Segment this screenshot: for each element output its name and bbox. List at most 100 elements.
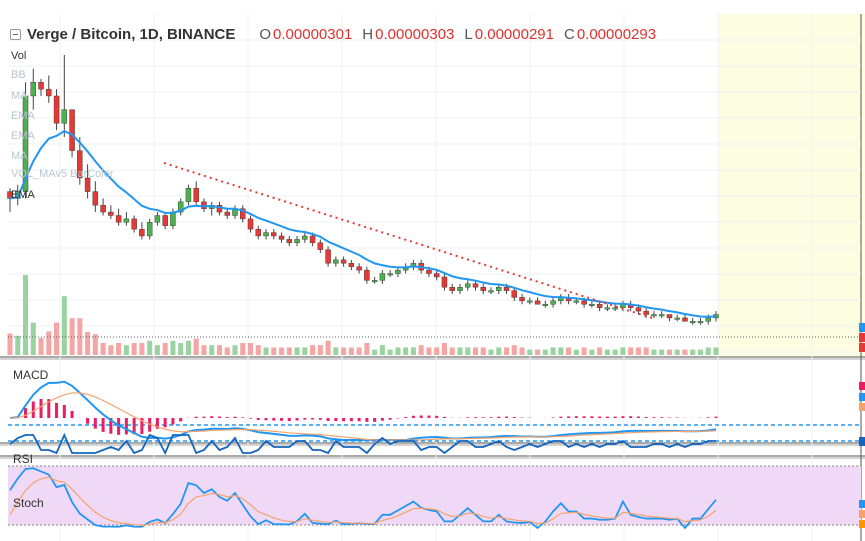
volume-bar (379, 345, 385, 355)
candle-body (635, 307, 642, 312)
stoch-band (8, 466, 861, 525)
volume-bar (341, 347, 347, 355)
volume-bar (550, 347, 556, 355)
indicator-label-ma[interactable]: MA (11, 90, 28, 102)
volume-bar (154, 345, 160, 355)
candle-body (247, 218, 254, 230)
volume-bar (294, 347, 300, 355)
volume-bar (558, 347, 564, 355)
candle-body (465, 283, 471, 288)
candle-body (170, 211, 176, 226)
volume-bar (216, 345, 222, 355)
candle-body (348, 263, 355, 267)
candle-body (302, 235, 308, 240)
candle-body (309, 235, 316, 244)
ema-series (9, 129, 717, 318)
low-value: 0.00000291 (474, 25, 554, 43)
candle-body (643, 310, 649, 315)
rsi-label[interactable]: RSI (13, 452, 34, 466)
volume-bar (193, 338, 199, 355)
candle-body (356, 266, 362, 271)
axis-tag-stoch-1 (859, 500, 865, 508)
volume-bar (15, 335, 21, 355)
grid (8, 14, 861, 541)
indicator-label-vol-mav[interactable]: VOL_MAv5 BarColor (11, 168, 114, 180)
volume-bar (635, 347, 641, 355)
volume-bar (247, 343, 254, 355)
candle-body (53, 95, 60, 124)
volume-bar (511, 345, 517, 355)
candle-body (162, 215, 168, 226)
candle-body (573, 300, 580, 303)
candle-body (46, 88, 52, 97)
candle-body (666, 314, 673, 319)
volume-bar (449, 347, 455, 355)
candle-body (325, 249, 331, 264)
indicator-label-ema-2[interactable]: EMA (11, 130, 35, 142)
ema-line (9, 129, 717, 318)
volume-bar (519, 347, 525, 355)
candle-body (449, 286, 455, 291)
axis-tag-stoch-2 (859, 510, 865, 518)
volume-bar (185, 340, 191, 355)
volume-bar (46, 331, 52, 355)
symbol-title[interactable]: Verge / Bitcoin, 1D, BINANCE (27, 25, 236, 43)
volume-bar (441, 343, 447, 355)
candle-body (426, 269, 432, 274)
collapse-toggle-icon[interactable] (10, 28, 21, 40)
volume-bar (224, 347, 230, 355)
candle-body (7, 191, 13, 199)
candle-body (61, 109, 68, 124)
volume-bar (310, 345, 316, 355)
volume-bar (178, 343, 184, 355)
volume-bar (690, 349, 696, 355)
candle-body (193, 187, 199, 203)
volume-bar (387, 349, 393, 355)
volume-bar (604, 349, 610, 355)
volume-bar (705, 347, 711, 355)
volume-bar (465, 347, 471, 355)
indicator-label-ema-3[interactable]: EMA (11, 189, 35, 201)
candle-body (278, 235, 285, 240)
volume-bar (30, 322, 36, 355)
candle-body (286, 239, 293, 244)
macd-label[interactable]: MACD (13, 368, 49, 382)
volume-bar (170, 340, 176, 355)
indicator-label-ema-1[interactable]: EMA (11, 110, 35, 122)
macd-pane (8, 380, 861, 441)
candle-body (534, 300, 541, 305)
volume-bar (333, 347, 339, 355)
open-value: 0.00000301 (273, 25, 353, 43)
candle-body (457, 286, 463, 291)
macd-line (9, 380, 717, 441)
candle-body (271, 232, 277, 237)
volume-bar (302, 347, 308, 355)
candle-body (527, 300, 533, 303)
candle-body (240, 208, 246, 220)
candle-body (542, 304, 549, 306)
stoch-label[interactable]: Stoch (13, 496, 44, 510)
volume-bar (566, 347, 572, 355)
volume-bar (139, 343, 145, 355)
indicator-label-bb[interactable]: BB (11, 69, 26, 81)
high-label: H (362, 25, 374, 43)
volume-bar (116, 343, 122, 355)
candle-body (604, 307, 611, 310)
volume-bar (573, 349, 579, 355)
candle-body (185, 187, 192, 203)
symbol-header: Verge / Bitcoin, 1D, BINANCE O 0.0000030… (10, 24, 656, 44)
volume-bar (581, 347, 587, 355)
candle-body (371, 280, 378, 283)
indicator-label-vol[interactable]: Vol (11, 50, 27, 62)
volume-bar (496, 347, 502, 355)
candle-body (92, 191, 99, 206)
volume-bar (504, 347, 510, 355)
volume-bar (279, 347, 285, 355)
candle-body (115, 215, 122, 223)
volume-bar (395, 347, 401, 355)
volume-bar (697, 349, 704, 355)
indicator-label-ma-2[interactable]: MA (11, 150, 28, 162)
axis-tag-price (859, 333, 865, 342)
volume-bar (434, 347, 440, 355)
